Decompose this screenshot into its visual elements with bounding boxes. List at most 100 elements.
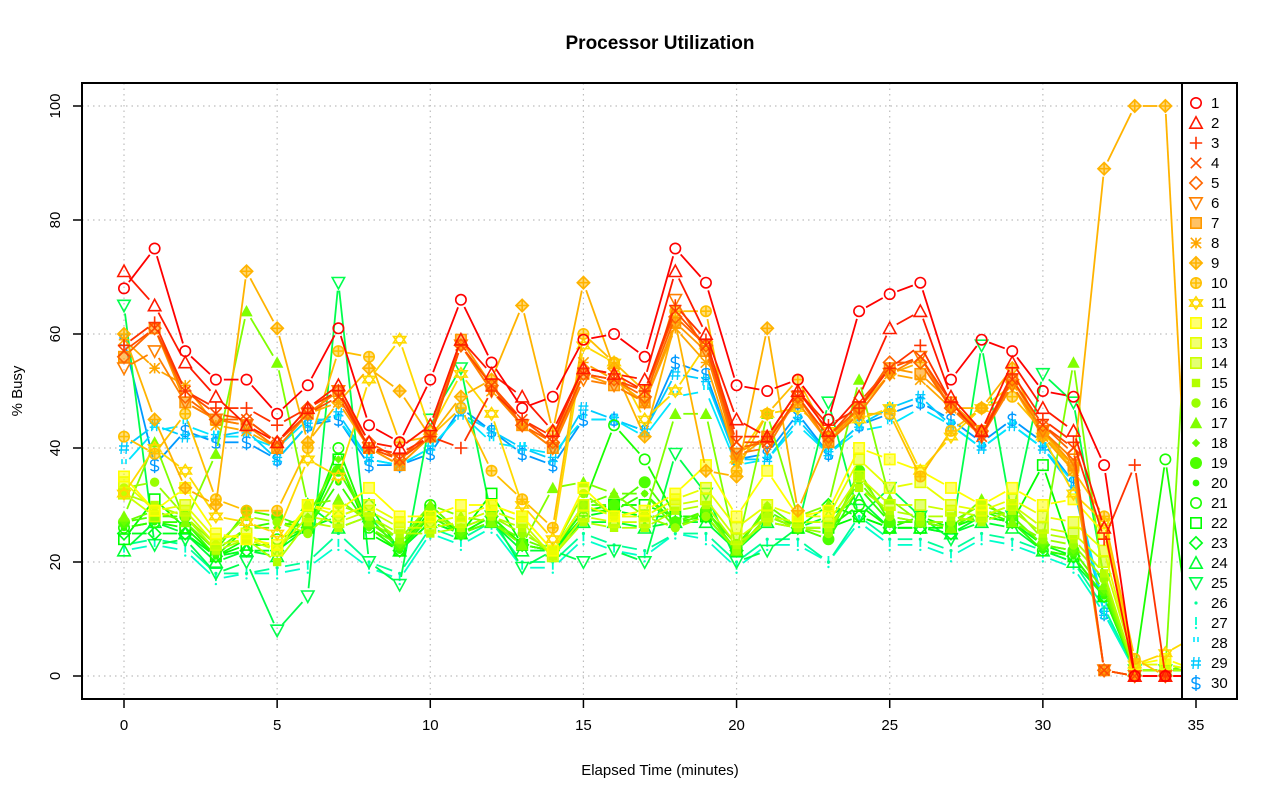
series-27-segment <box>927 546 944 555</box>
series-2-segment <box>128 276 150 301</box>
series-18-segment <box>498 525 516 537</box>
series-27-segment <box>403 539 427 573</box>
series-1-point <box>301 379 314 392</box>
series-11-point <box>177 463 193 475</box>
series-27-point <box>1011 548 1014 552</box>
series-17-point <box>699 407 713 419</box>
series-11-segment <box>493 421 521 498</box>
series-25-segment <box>982 353 1012 509</box>
series-1-segment <box>310 334 336 379</box>
legend-label: 11 <box>1211 295 1227 312</box>
series-5-segment <box>528 428 547 440</box>
series-4-point <box>1098 664 1110 677</box>
series-9-segment <box>467 382 485 394</box>
series-12-segment <box>254 539 270 545</box>
series-13-segment <box>831 466 857 510</box>
series-15-segment <box>710 510 733 540</box>
series-15-point <box>916 512 925 521</box>
series-4-segment <box>707 352 736 435</box>
y-tick-label: 60 <box>47 326 64 343</box>
legend-symbol <box>1191 438 1201 448</box>
series-2-point <box>238 417 255 432</box>
series-27-point <box>643 560 646 563</box>
series-30-point <box>548 457 558 474</box>
series-3-segment <box>1048 423 1068 439</box>
series-27-point <box>1072 571 1075 574</box>
legend-symbol <box>1194 601 1198 605</box>
series-17-point <box>179 515 192 528</box>
series-27-point <box>1102 617 1106 620</box>
series-3-point <box>1128 458 1141 472</box>
series-3-segment <box>955 407 977 432</box>
series-28-segment <box>803 429 824 449</box>
series-1-point <box>209 373 222 386</box>
series-10-point <box>179 407 192 420</box>
series-20-segment <box>1050 551 1066 556</box>
series-2-point <box>422 417 438 432</box>
series-17-point <box>117 510 131 522</box>
series-27-point <box>1041 560 1045 563</box>
series-3-point <box>1097 533 1111 546</box>
series-6-segment <box>252 429 272 444</box>
series-14-segment <box>468 512 485 521</box>
series-12-point <box>424 510 437 523</box>
series-29-point <box>302 419 313 432</box>
series-21-segment <box>467 519 485 531</box>
series-12-segment <box>437 506 454 515</box>
series-30-point <box>425 445 435 462</box>
series-3-segment <box>984 380 1010 430</box>
series-27-segment <box>558 543 579 563</box>
series-12-point <box>1036 498 1049 511</box>
series-1-point <box>454 293 467 306</box>
series-23-segment <box>957 519 976 531</box>
legend-label: 1 <box>1211 95 1219 112</box>
series-28-segment <box>434 419 457 443</box>
series-2-point <box>820 423 837 437</box>
series-6-point <box>1065 453 1082 468</box>
series-3-segment <box>463 397 489 442</box>
series-12-point <box>546 544 559 557</box>
series-6-segment <box>496 396 518 420</box>
series-18-segment <box>649 498 671 523</box>
series-28-segment <box>896 411 914 423</box>
series-11-point <box>238 514 255 527</box>
series-11-point <box>545 535 561 547</box>
series-2-point <box>637 371 653 386</box>
legend-item-30: 30 <box>1191 675 1228 692</box>
series-1 <box>118 242 1203 682</box>
series-25-point <box>208 567 224 582</box>
series-26-segment <box>403 533 427 568</box>
series-1-segment <box>865 297 884 309</box>
series-12-point <box>271 538 284 551</box>
series-9-segment <box>1073 176 1105 458</box>
series-2-segment <box>189 367 212 392</box>
series-16-segment <box>1050 539 1066 545</box>
series-3-segment <box>283 411 302 423</box>
series-5-point <box>453 338 469 353</box>
series-9-point <box>300 434 316 450</box>
series-12-segment <box>957 491 976 502</box>
series-26-segment <box>313 538 334 558</box>
series-29-segment <box>647 380 673 425</box>
series-7-segment <box>1047 436 1069 460</box>
legend-symbol <box>1188 555 1204 570</box>
series-12-segment <box>740 476 764 511</box>
legend-label: 14 <box>1211 355 1228 372</box>
series-11-segment <box>649 395 671 415</box>
series-15-segment <box>1105 580 1134 663</box>
series-25-point <box>974 339 990 354</box>
series-14-segment <box>437 522 454 528</box>
series-10-segment <box>1141 662 1159 673</box>
series-12-segment <box>805 511 821 516</box>
series-22-segment <box>1015 471 1040 516</box>
series-2-segment <box>526 402 549 426</box>
series-29-point <box>517 441 528 455</box>
series-9-point <box>1096 161 1112 177</box>
series-3-point <box>852 401 866 415</box>
series-30-segment <box>406 455 424 464</box>
series-27-point <box>735 571 738 574</box>
series-15-segment <box>958 516 974 522</box>
series-2-point <box>483 366 500 380</box>
series-21-segment <box>618 430 641 455</box>
series-17-segment <box>560 482 576 488</box>
